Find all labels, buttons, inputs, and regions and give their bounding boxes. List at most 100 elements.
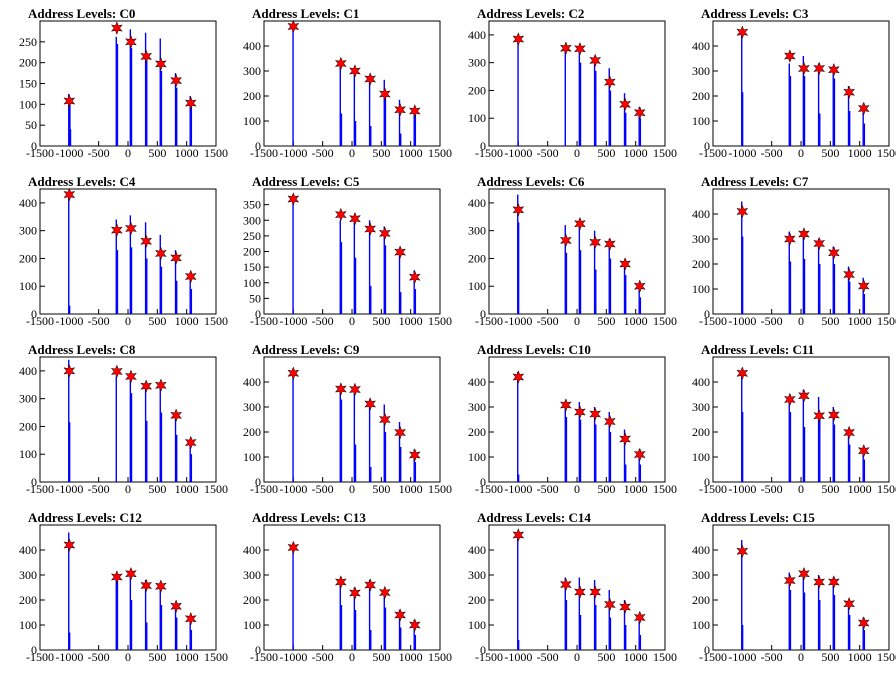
y-tick-label: 200	[692, 593, 710, 607]
peak-marker	[857, 616, 870, 630]
x-tick-label: 1500	[653, 146, 677, 160]
y-tick-label: 0	[704, 307, 710, 321]
peak-marker	[394, 245, 407, 260]
x-tick-label: 500	[821, 650, 839, 664]
x-tick-label: -1500	[250, 482, 278, 496]
peak-marker	[364, 222, 377, 236]
peak-marker	[63, 94, 76, 108]
x-tick-label: 1000	[399, 482, 423, 496]
x-tick-label: -1500	[475, 650, 503, 664]
y-tick-label: 200	[243, 593, 261, 607]
y-tick-label: 300	[692, 64, 710, 78]
peak-marker	[603, 237, 616, 251]
x-tick-label: 500	[821, 314, 839, 328]
peak-marker	[603, 597, 616, 612]
peak-marker	[559, 41, 572, 56]
y-tick-label: 100	[468, 618, 486, 632]
peak-marker	[364, 578, 377, 592]
x-tick-label: -1500	[26, 482, 54, 496]
x-tick-label: 1000	[848, 314, 872, 328]
peak-marker	[140, 578, 153, 593]
y-tick-label: 0	[255, 307, 261, 321]
x-tick-label: 0	[574, 650, 580, 664]
y-tick-label: 400	[19, 364, 37, 378]
peak-marker	[378, 585, 391, 600]
peak-marker	[783, 49, 796, 63]
y-tick-label: 400	[243, 543, 261, 557]
peak-marker	[348, 382, 361, 397]
x-tick-label: 0	[125, 146, 131, 160]
peak-marker	[170, 250, 183, 265]
y-tick-label: 200	[692, 89, 710, 103]
x-tick-label: 0	[349, 482, 355, 496]
chart-title: Address Levels: C6	[477, 174, 585, 189]
chart-title: Address Levels: C4	[28, 174, 136, 189]
x-tick-label: 500	[597, 482, 615, 496]
chart-panel-6: Address Levels: C6 0 100 200 300 400 -1500 -100…	[468, 174, 677, 328]
x-tick-label: -1500	[250, 146, 278, 160]
y-tick-label: 0	[704, 475, 710, 489]
chart-title: Address Levels: C12	[28, 510, 142, 525]
x-tick-label: 0	[574, 482, 580, 496]
peak-marker	[619, 97, 632, 112]
peak-marker	[589, 585, 602, 599]
peak-marker	[559, 233, 572, 248]
y-tick-label: 400	[692, 207, 710, 221]
x-tick-label: -1500	[475, 482, 503, 496]
peak-marker	[797, 388, 810, 403]
peak-marker	[334, 207, 347, 222]
chart-title: Address Levels: C11	[701, 342, 814, 357]
y-tick-label: 200	[692, 425, 710, 439]
x-tick-label: -1500	[26, 146, 54, 160]
y-tick-label: 100	[19, 618, 37, 632]
chart-panel-1: Address Levels: C1 0 100 200 300 400 -1500 -100…	[243, 6, 452, 160]
peak-marker	[603, 414, 616, 429]
x-tick-label: 1000	[848, 650, 872, 664]
x-tick-label: 1500	[204, 482, 228, 496]
y-tick-label: 0	[31, 475, 37, 489]
peak-marker	[394, 425, 407, 440]
peak-marker	[110, 570, 123, 584]
peak-marker	[287, 19, 300, 34]
y-tick-label: 200	[468, 251, 486, 265]
y-tick-label: 200	[468, 593, 486, 607]
peak-marker	[573, 585, 586, 599]
x-tick-label: 500	[372, 650, 390, 664]
x-tick-label: 0	[574, 146, 580, 160]
peak-marker	[140, 234, 153, 249]
chart-panel-13: Address Levels: C13 0 100 200 300 400 -1500 -10…	[243, 510, 452, 664]
y-tick-label: 300	[243, 213, 261, 227]
y-tick-label: 400	[468, 375, 486, 389]
y-tick-label: 400	[468, 543, 486, 557]
peak-marker	[394, 608, 407, 622]
x-tick-label: 1000	[399, 314, 423, 328]
peak-marker	[287, 366, 300, 381]
x-tick-label: 0	[798, 146, 804, 160]
y-tick-label: 400	[19, 543, 37, 557]
x-tick-label: -500	[312, 650, 334, 664]
peak-marker	[512, 528, 525, 542]
x-tick-label: -1500	[26, 650, 54, 664]
peak-marker	[813, 61, 826, 76]
x-tick-label: -500	[312, 482, 334, 496]
x-tick-label: -1000	[504, 482, 532, 496]
x-tick-label: -1000	[55, 146, 83, 160]
chart-title: Address Levels: C1	[252, 6, 359, 21]
chart-title: Address Levels: C13	[252, 510, 366, 525]
x-tick-label: -500	[312, 314, 334, 328]
x-tick-label: 500	[148, 314, 166, 328]
x-tick-label: -1000	[55, 650, 83, 664]
peak-marker	[813, 236, 826, 251]
x-tick-label: 500	[821, 482, 839, 496]
x-tick-label: 1500	[653, 482, 677, 496]
chart-panel-7: Address Levels: C7 0 100 200 300 400 -1500 -100…	[692, 174, 896, 328]
y-tick-label: 0	[31, 643, 37, 657]
y-tick-label: 400	[692, 375, 710, 389]
peak-marker	[348, 64, 361, 78]
y-tick-label: 150	[19, 77, 37, 91]
chart-panel-10: Address Levels: C10 0 100 200 300 400 -1500 -10…	[468, 342, 677, 496]
chart-panel-12: Address Levels: C12 0 100 200 300 400 -1500 -10…	[19, 510, 228, 664]
